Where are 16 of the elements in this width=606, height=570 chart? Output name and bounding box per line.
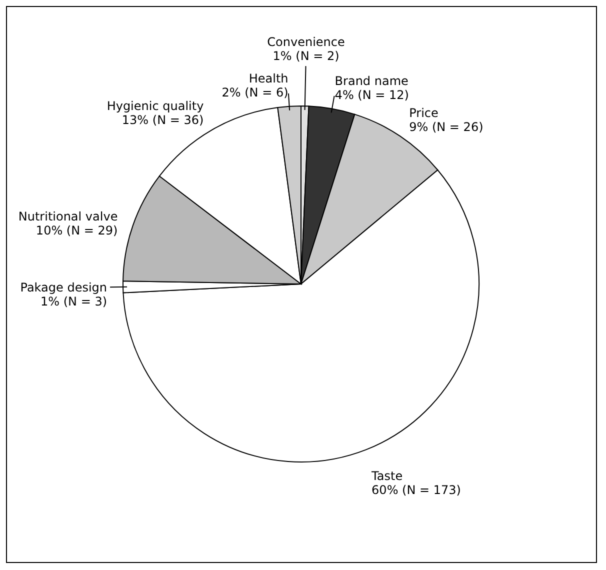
- slice-label: Taste: [370, 468, 403, 483]
- slice-label: Price: [409, 106, 438, 120]
- slice-label: Hygienic quality: [106, 98, 204, 113]
- data-label: 10% (N = 29): [36, 223, 118, 238]
- data-label: 9% (N = 26): [409, 120, 484, 134]
- data-label: 1% (N = 3): [40, 294, 108, 308]
- data-label: 2% (N = 6): [222, 85, 288, 100]
- data-label: 1% (N = 2): [272, 49, 340, 64]
- data-label: 60% (N = 173): [372, 482, 461, 497]
- data-label: 4% (N = 12): [334, 88, 409, 102]
- slice-label: Brand name: [334, 74, 408, 88]
- slice-label: Health: [248, 71, 288, 86]
- slice-label: Convenience: [267, 35, 345, 50]
- slice-label: Nutritional valve: [18, 209, 118, 224]
- slice-label: Pakage design: [20, 280, 108, 294]
- data-label: 13% (N = 36): [122, 112, 204, 127]
